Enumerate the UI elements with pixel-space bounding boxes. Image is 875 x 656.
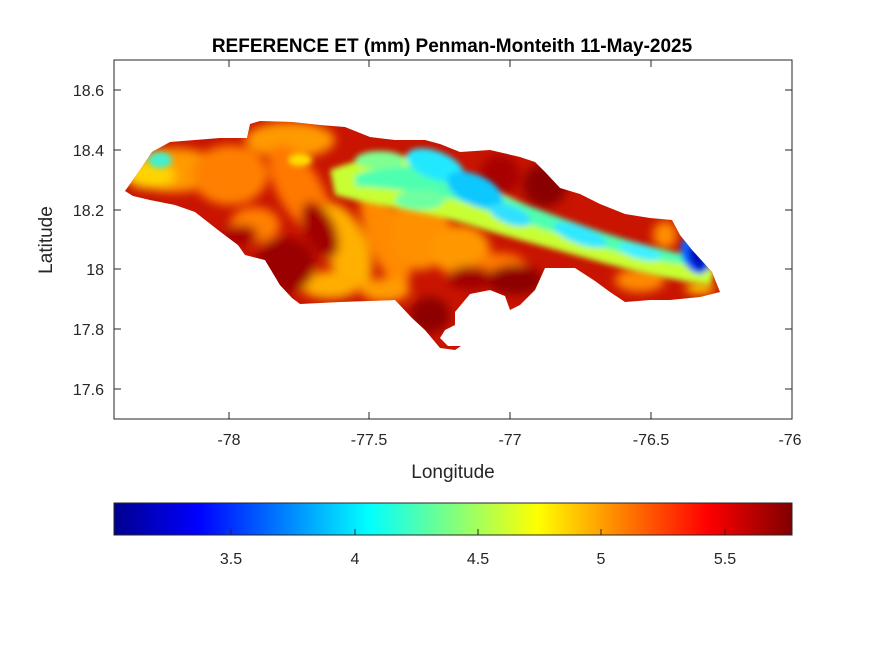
y-tick-label: 17.8 (73, 322, 104, 339)
y-tick-labels: 18.6 18.4 18.2 18 17.8 17.6 (73, 83, 104, 399)
colorbar-tick-label: 3.5 (220, 551, 242, 568)
x-tick-labels: -78 -77.5 -77 -76.5 -76 (217, 432, 801, 449)
y-tick-label: 17.6 (73, 382, 104, 399)
x-axis (228, 60, 652, 419)
x-tick-label: -77.5 (351, 432, 388, 449)
colorbar-tick-label: 5 (597, 551, 606, 568)
x-tick-label: -76.5 (633, 432, 670, 449)
x-tick-label: -76 (778, 432, 801, 449)
y-axis (114, 89, 792, 390)
y-tick-label: 18.4 (73, 143, 104, 160)
y-axis-label: Latitude (36, 206, 57, 274)
x-axis-label: Longitude (411, 462, 494, 483)
map-title: REFERENCE ET (mm) Penman-Monteith 11-May… (212, 36, 693, 57)
colorbar-ticks (230, 529, 726, 535)
colorbar-tick-label: 4.5 (467, 551, 489, 568)
y-tick-label: 18.6 (73, 83, 104, 100)
colorbar-tick-label: 4 (351, 551, 360, 568)
x-tick-label: -77 (498, 432, 521, 449)
y-tick-label: 18 (86, 262, 104, 279)
colorbar (113, 502, 793, 536)
colorbar-tick-label: 5.5 (714, 551, 736, 568)
colorbar-tick-labels: 3.5 4 4.5 5 5.5 (220, 551, 736, 568)
x-tick-label: -78 (217, 432, 240, 449)
y-tick-label: 18.2 (73, 203, 104, 220)
